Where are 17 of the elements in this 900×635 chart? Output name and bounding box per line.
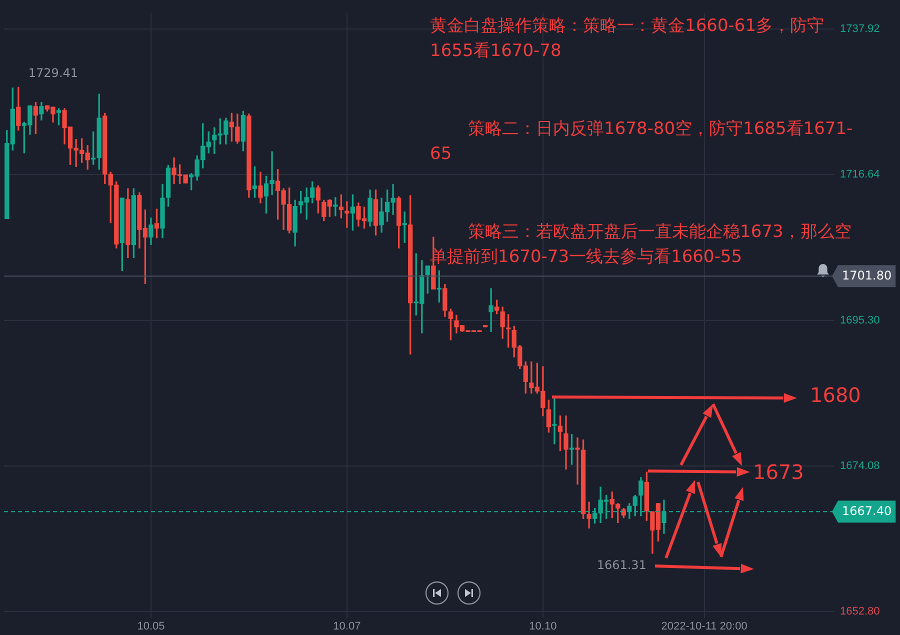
x-tick-label: 10.07 [333,620,361,632]
ref-line-label: 1667.40 [842,504,892,518]
annotation: 1729.41 [28,66,78,80]
x-tick-label: 10.05 [137,620,165,632]
y-tick-label: 1652.80 [840,606,880,618]
y-tick-label: 1674.08 [840,460,880,472]
annotation: 1680 [810,383,861,407]
y-tick-label: 1737.92 [840,22,880,35]
x-tick-label: 2022-10-11 20:00 [661,620,748,632]
annotation: 黄金白盘操作策略：策略一：黄金1660-61多，防守1655看1670-78 [430,16,824,61]
y-tick-label: 1695.30 [840,314,880,327]
y-tick-label: 1716.64 [840,168,880,181]
annotation: 1661.31 [596,558,646,572]
annotation: 1673 [753,460,804,484]
ref-line-label: 1701.80 [842,268,892,282]
x-tick-label: 10.10 [529,620,557,632]
annotation: 策略二：日内反弹1678-80空，防守1685看1671-65 [430,118,854,166]
